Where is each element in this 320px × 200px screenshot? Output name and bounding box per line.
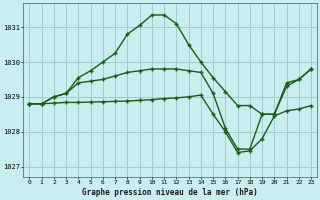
X-axis label: Graphe pression niveau de la mer (hPa): Graphe pression niveau de la mer (hPa)	[82, 188, 258, 197]
